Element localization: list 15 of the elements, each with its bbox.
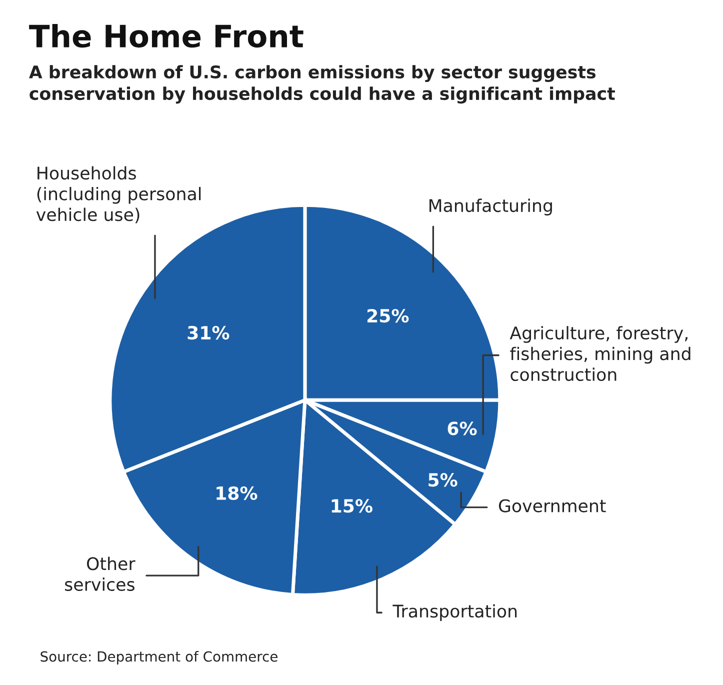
slice-label: Agriculture, forestry, fisheries, mining and construction: [510, 326, 690, 382]
chart-subtitle: A breakdown of U.S. carbon emissions by sector suggests conservation by households could have a significant impact: [29, 65, 615, 104]
source-note: Source: Department of Commerce: [40, 651, 278, 664]
data-label: 5%: [428, 473, 458, 487]
data-label: 25%: [368, 308, 409, 323]
slice-label: Transportation: [392, 604, 517, 622]
chart-title: The Home Front: [29, 24, 304, 48]
data-label: 6%: [448, 422, 477, 436]
slice-label: Other services: [65, 556, 136, 591]
slice-label: Households (including personal vehicle use): [36, 166, 201, 224]
slice-label: Government: [498, 499, 606, 512]
data-label: 18%: [216, 486, 258, 500]
data-label: 15%: [332, 499, 372, 513]
slice-label: Manufacturing: [430, 198, 552, 216]
data-label: 31%: [188, 326, 230, 340]
